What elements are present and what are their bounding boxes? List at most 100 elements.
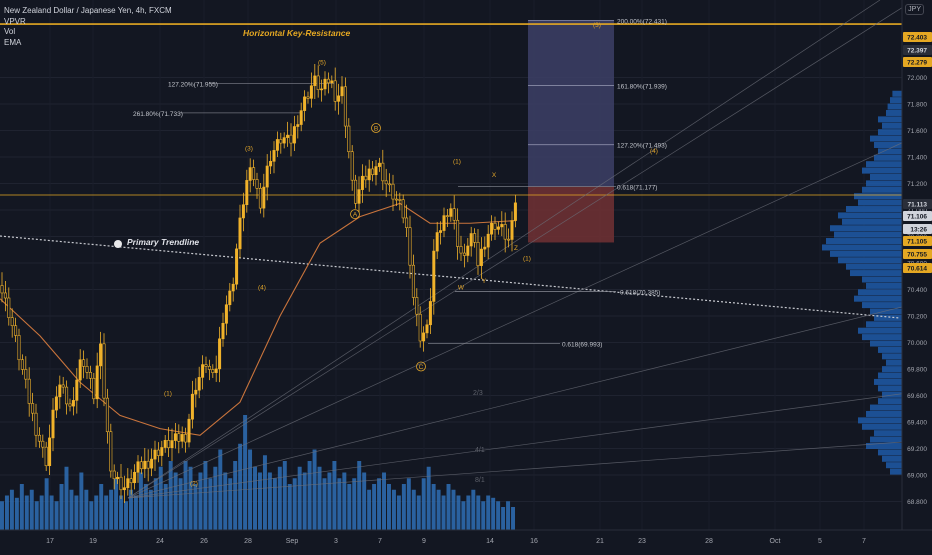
candle-body — [255, 179, 259, 189]
profile-bar — [878, 372, 902, 379]
time-tick: 17 — [46, 538, 54, 545]
profile-bar — [870, 436, 902, 443]
candle-body — [194, 389, 198, 395]
time-tick: 7 — [862, 538, 866, 545]
candle-body — [466, 245, 470, 256]
position-zones — [528, 19, 614, 243]
candle-body — [180, 434, 184, 442]
volume-bar — [416, 495, 421, 530]
volume-bar — [104, 495, 109, 530]
time-tick: 9 — [422, 538, 426, 545]
candle-body — [490, 222, 494, 235]
profile-bar — [874, 430, 902, 437]
time-axis[interactable]: 17 19 24 26 28 Sep 3 7 9 14 16 21 23 28 Oct 5 7 — [0, 529, 932, 550]
volume-bar — [421, 478, 426, 530]
volume-bar — [401, 484, 406, 530]
volume-bar — [34, 501, 39, 530]
volume-bar — [109, 489, 114, 530]
volume-bar — [496, 501, 501, 530]
profile-bar — [874, 154, 902, 161]
trendline-anchor-dot — [114, 240, 122, 248]
candle-body — [415, 297, 419, 315]
volume-bar — [183, 461, 188, 530]
profile-bar — [858, 417, 902, 424]
profile-bar — [858, 289, 902, 296]
candle-body — [160, 447, 164, 456]
candle-body — [350, 151, 354, 181]
candle-body — [401, 199, 405, 219]
profile-bar — [874, 314, 902, 321]
volume-bar — [436, 489, 441, 530]
candle-body — [238, 217, 242, 250]
fib-label: 0.618(71.177) — [617, 185, 657, 192]
price-tick: 69.400 — [907, 420, 927, 427]
time-tick: 19 — [89, 538, 97, 545]
profile-bar — [878, 129, 902, 136]
wave-label: (2) — [190, 481, 198, 488]
candle-body — [167, 440, 171, 449]
candle-body — [31, 403, 35, 414]
candle-body — [139, 461, 143, 470]
currency-button[interactable]: JPY — [905, 4, 924, 15]
volume-bar — [317, 466, 322, 530]
target-zone — [528, 20, 614, 187]
candle-body — [88, 372, 92, 379]
wave-label: (3) — [593, 22, 601, 29]
profile-bar — [866, 442, 902, 449]
time-axis-bg — [0, 530, 932, 550]
candle-body — [54, 396, 58, 411]
candle-body — [68, 403, 72, 407]
wave-circle — [350, 209, 360, 220]
volume-bar — [39, 495, 44, 530]
wave-label: Y — [482, 278, 487, 285]
volume-bar — [357, 461, 362, 530]
candle-body — [486, 233, 490, 248]
profile-bar — [887, 103, 902, 110]
candle-body — [20, 359, 24, 370]
profile-bar — [862, 334, 902, 341]
volume-bar — [441, 495, 446, 530]
volume-bar — [44, 478, 49, 530]
wave-label: Z — [514, 245, 518, 252]
candle-body — [282, 137, 286, 144]
candle-body — [272, 150, 276, 162]
profile-bar — [882, 353, 902, 360]
price-axis[interactable]: 68.800 69.000 69.200 69.400 69.600 69.800 70.0… — [901, 0, 932, 550]
volume-bar — [188, 466, 193, 530]
fan-line — [127, 389, 931, 499]
volume-bar — [213, 466, 218, 530]
price-tick: 68.800 — [907, 499, 927, 506]
fan-label: 2/3 — [473, 390, 483, 397]
candle-body — [347, 125, 351, 153]
time-tick: 3 — [334, 538, 338, 545]
time-tick: 28 — [705, 538, 713, 545]
candle-body — [177, 433, 181, 442]
volume-bar — [511, 507, 515, 530]
volume-bar — [84, 489, 89, 530]
candle-body — [224, 304, 228, 324]
fan-line — [127, 0, 881, 499]
indicator-vol[interactable]: Vol — [4, 27, 16, 36]
profile-bar — [882, 122, 902, 129]
chart-legend: New Zealand Dollar / Japanese Yen, 4h, F… — [4, 6, 172, 48]
volume-bar — [411, 489, 416, 530]
indicator-ema[interactable]: EMA — [4, 37, 22, 47]
candle-body — [126, 478, 130, 488]
profile-bar — [886, 109, 902, 116]
price-badge — [903, 32, 932, 42]
volume-bar — [168, 461, 173, 530]
candle-body — [136, 461, 140, 473]
profile-bar — [878, 398, 902, 405]
candle-body — [37, 434, 41, 442]
volume-bar — [471, 489, 476, 530]
volume-bar — [426, 466, 431, 530]
volume-bar — [307, 461, 312, 530]
wave-label: (5) — [318, 59, 326, 66]
symbol-title[interactable]: New Zealand Dollar / Japanese Yen, 4h, F… — [4, 6, 172, 15]
indicator-vpvr[interactable]: VPVR — [4, 16, 26, 26]
volume-bar — [228, 478, 233, 530]
volume-bar — [19, 484, 24, 530]
candle-body — [95, 365, 99, 400]
